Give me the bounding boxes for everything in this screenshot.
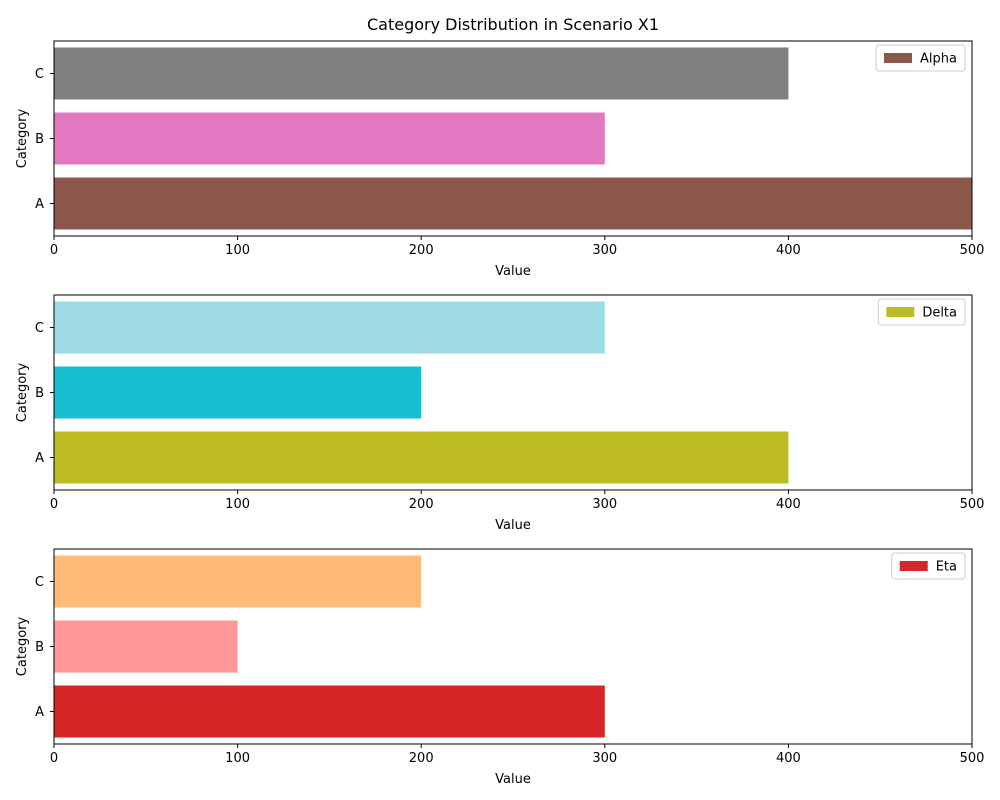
x-tick-label: 300: [592, 243, 617, 258]
legend-label: Alpha: [920, 52, 957, 67]
x-tick-label: 0: [50, 751, 58, 766]
x-axis-label: Value: [495, 264, 531, 279]
x-tick-label: 400: [776, 243, 801, 258]
x-tick-label: 200: [409, 497, 434, 512]
legend: Delta: [877, 298, 966, 326]
y-tick-label: B: [35, 386, 44, 401]
x-tick-label: 0: [50, 243, 58, 258]
y-tick-label: A: [35, 451, 44, 466]
bar-C: [54, 555, 422, 608]
x-tick-label: 300: [592, 751, 617, 766]
bar-A: [54, 177, 972, 230]
plot-frame: [53, 294, 973, 491]
legend-swatch: [884, 53, 913, 63]
y-tick-label: C: [35, 575, 44, 590]
bar-B: [54, 366, 422, 419]
y-tick-label: C: [35, 321, 44, 336]
y-tick-label: A: [35, 197, 44, 212]
x-tick-label: 100: [225, 751, 250, 766]
x-tick-label: 500: [960, 497, 985, 512]
x-tick-label: 400: [776, 497, 801, 512]
y-tick-label: B: [35, 132, 44, 147]
legend-label: Delta: [922, 306, 957, 321]
legend: Alpha: [875, 44, 966, 72]
legend-swatch: [886, 307, 915, 317]
bar-B: [54, 620, 238, 673]
legend-box: [891, 552, 966, 580]
x-tick-label: 0: [50, 497, 58, 512]
legend-box: [877, 298, 966, 326]
y-axis-label: Category: [15, 617, 30, 677]
plot-frame: [53, 548, 973, 745]
y-axis-label: Category: [15, 363, 30, 423]
bar-C: [54, 47, 789, 100]
chart-panel-3: A B C 0 100 200 300 400 500 Value Category Eta: [15, 548, 985, 787]
x-tick-label: 200: [409, 751, 434, 766]
chart-title: Category Distribution in Scenario X1: [367, 15, 659, 34]
plot-frame: [53, 40, 973, 237]
x-axis-label: Value: [495, 518, 531, 533]
x-tick-label: 300: [592, 497, 617, 512]
x-tick-label: 500: [960, 751, 985, 766]
chart-panel-1: A B C 0 100 200 300 400 500 Value Category Alpha: [15, 40, 985, 279]
x-tick-label: 200: [409, 243, 434, 258]
x-tick-label: 400: [776, 751, 801, 766]
legend-box: [875, 44, 966, 72]
x-axis-label: Value: [495, 772, 531, 787]
legend-label: Eta: [936, 560, 957, 575]
x-tick-label: 100: [225, 243, 250, 258]
legend: Eta: [891, 552, 966, 580]
y-tick-label: C: [35, 67, 44, 82]
bar-B: [54, 112, 605, 165]
legend-swatch: [899, 561, 928, 571]
bar-A: [54, 431, 789, 484]
x-tick-label: 100: [225, 497, 250, 512]
x-tick-label: 500: [960, 243, 985, 258]
y-axis-label: Category: [15, 109, 30, 169]
y-tick-label: A: [35, 705, 44, 720]
bar-A: [54, 685, 605, 738]
y-tick-label: B: [35, 640, 44, 655]
bar-C: [54, 301, 605, 354]
chart-panel-2: A B C 0 100 200 300 400 500 Value Category Delta: [15, 294, 985, 533]
